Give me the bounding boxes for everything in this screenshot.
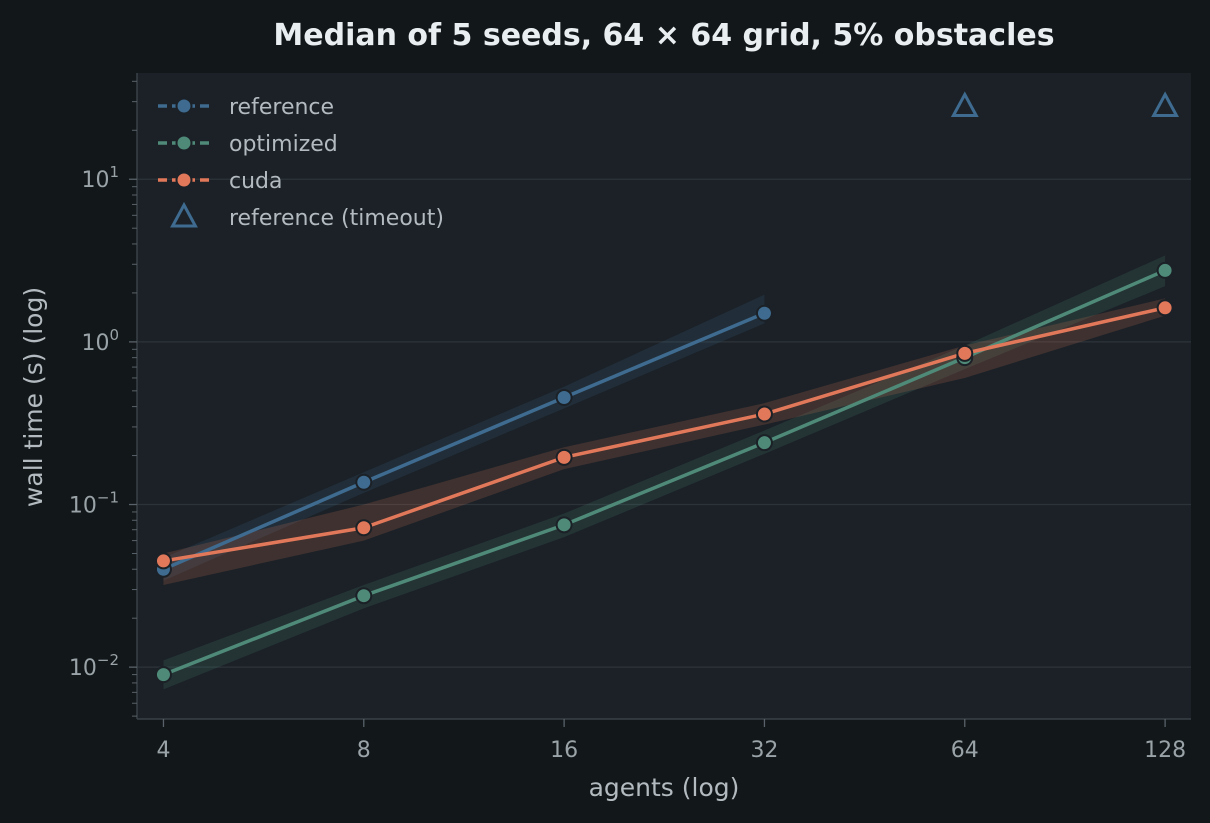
legend-marker-cuda — [175, 171, 193, 189]
point-cuda — [555, 448, 573, 466]
y-tick-label: 100 — [81, 326, 119, 356]
x-tick-label: 64 — [951, 738, 979, 763]
axes: 10−2 10−1 100 101 4 8 16 32 64 128 — [69, 73, 1191, 763]
y-tick-label: 10−1 — [69, 489, 119, 519]
y-tick-label: 101 — [81, 163, 119, 193]
y-tick-label: 10−2 — [69, 651, 119, 681]
point-cuda — [956, 344, 974, 362]
point-reference — [555, 388, 573, 406]
x-axis-label: agents (log) — [589, 773, 740, 802]
band-optimized — [163, 255, 1166, 690]
line-reference — [162, 311, 766, 571]
point-optimized — [755, 434, 773, 452]
x-tick-label: 16 — [550, 738, 578, 763]
x-tick-label: 32 — [750, 738, 778, 763]
x-tick-label: 4 — [156, 738, 170, 763]
point-optimized — [154, 666, 172, 684]
point-optimized — [355, 587, 373, 605]
point-cuda — [755, 405, 773, 423]
series-markers — [154, 91, 1180, 684]
point-optimized — [555, 516, 573, 534]
legend-label-timeout: reference (timeout) — [229, 206, 444, 231]
line-cuda — [163, 306, 1166, 563]
legend: reference optimized cuda reference (timeout… — [158, 95, 444, 231]
legend-marker-reference — [175, 97, 193, 115]
timeout-marker — [1151, 91, 1180, 118]
point-reference — [355, 473, 373, 491]
line-optimized — [162, 268, 1166, 677]
timeout-marker — [950, 91, 979, 118]
legend-marker-timeout — [170, 201, 198, 228]
series-lines — [162, 268, 1166, 677]
point-optimized — [1156, 261, 1174, 279]
point-cuda — [1156, 299, 1174, 317]
band-reference — [163, 294, 765, 581]
legend-label-reference: reference — [229, 95, 334, 120]
point-cuda — [355, 519, 373, 537]
x-tick-label: 8 — [357, 738, 371, 763]
plot-area — [137, 73, 1191, 719]
legend-marker-optimized — [175, 134, 193, 152]
chart-title: Median of 5 seeds, 64 × 64 grid, 5% obst… — [273, 18, 1054, 53]
point-reference — [755, 304, 773, 322]
y-axis-label: wall time (s) (log) — [19, 287, 48, 507]
point-cuda — [154, 552, 172, 570]
x-tick-label: 128 — [1144, 738, 1186, 763]
legend-label-cuda: cuda — [229, 169, 283, 194]
legend-label-optimized: optimized — [229, 132, 338, 157]
